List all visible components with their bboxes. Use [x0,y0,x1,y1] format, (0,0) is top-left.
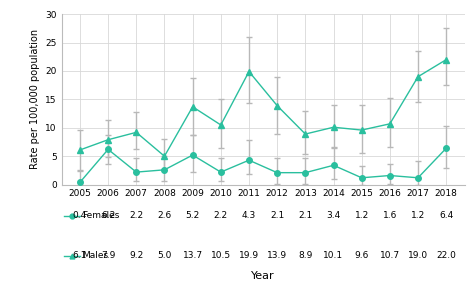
Text: 2.2: 2.2 [214,211,228,220]
Text: 2.2: 2.2 [129,211,143,220]
Y-axis label: Rate per 100,000 population: Rate per 100,000 population [30,29,40,170]
Text: 19.0: 19.0 [408,251,428,260]
Text: 1.2: 1.2 [411,211,425,220]
Text: 1.6: 1.6 [383,211,397,220]
Text: 2.1: 2.1 [298,211,312,220]
Text: 6.2: 6.2 [101,211,115,220]
Text: Year: Year [251,271,275,281]
Text: 22.0: 22.0 [436,251,456,260]
Text: 2.6: 2.6 [157,211,172,220]
Text: 9.2: 9.2 [129,251,144,260]
Text: 8.9: 8.9 [298,251,312,260]
Text: 9.6: 9.6 [355,251,369,260]
Text: Males: Males [82,251,108,260]
Text: 5.0: 5.0 [157,251,172,260]
Text: 10.5: 10.5 [211,251,231,260]
Text: 19.9: 19.9 [239,251,259,260]
Text: 0.4: 0.4 [73,211,87,220]
Text: 10.7: 10.7 [380,251,400,260]
Text: 7.9: 7.9 [101,251,115,260]
Text: Females: Females [82,211,119,220]
Text: 10.1: 10.1 [323,251,344,260]
Text: 5.2: 5.2 [185,211,200,220]
Text: 13.7: 13.7 [182,251,203,260]
Text: 2.1: 2.1 [270,211,284,220]
Text: 6.1: 6.1 [73,251,87,260]
Text: 6.4: 6.4 [439,211,453,220]
Text: 1.2: 1.2 [355,211,369,220]
Text: 4.3: 4.3 [242,211,256,220]
Text: 3.4: 3.4 [327,211,341,220]
Text: 13.9: 13.9 [267,251,287,260]
